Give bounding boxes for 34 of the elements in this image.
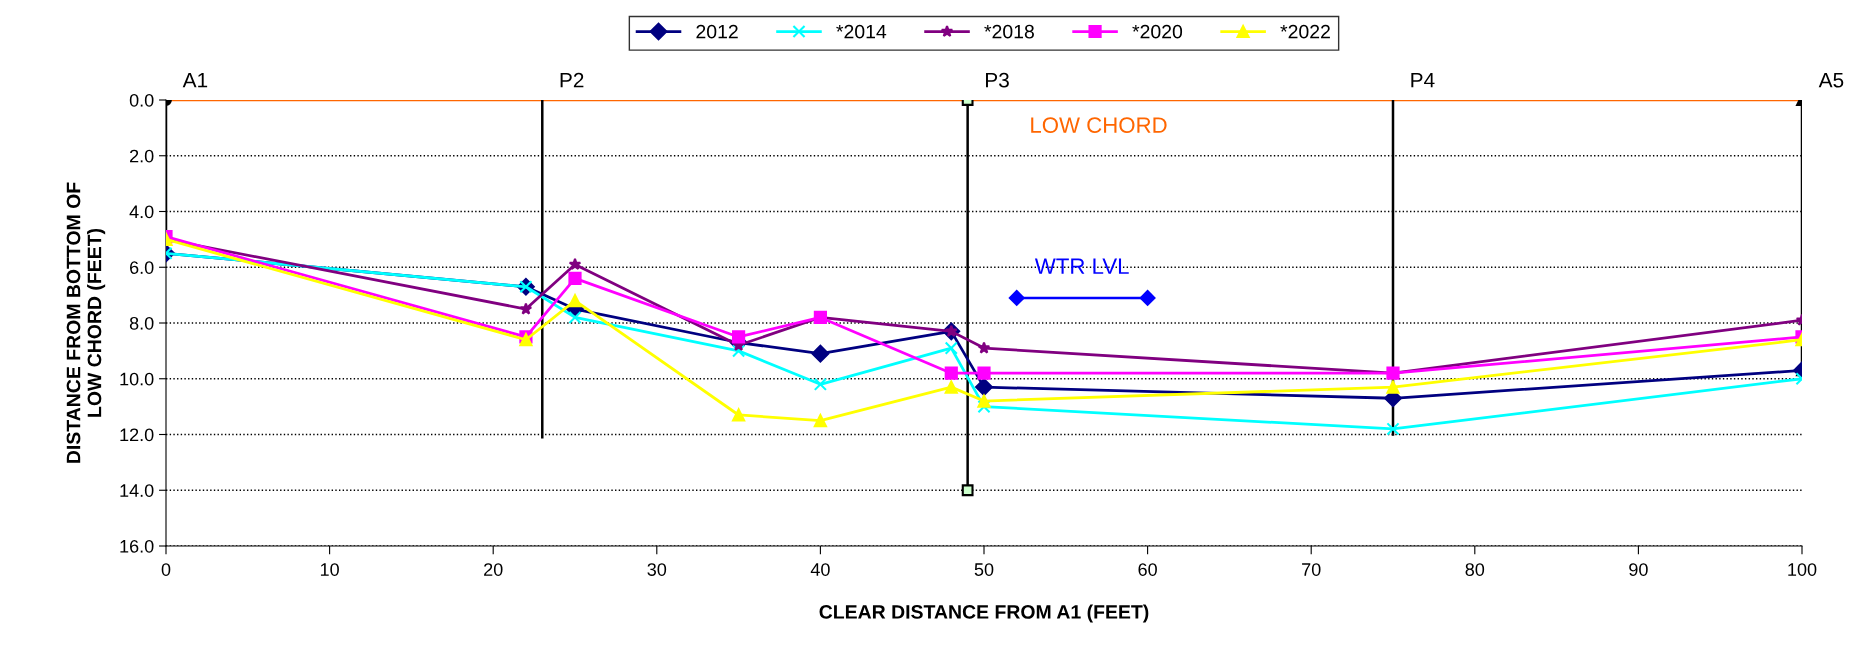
y-tick-label: 12.0 [120,428,154,442]
legend-label: *2022 [1280,24,1330,39]
y-tick-label: 2.0 [130,149,154,163]
x-tick-label: 80 [1465,563,1485,576]
x-tick-label: 50 [974,563,994,576]
legend-label: *2014 [836,24,887,39]
annotation: WTR LVL [1034,258,1129,274]
x-tick-label: 20 [484,563,503,576]
x-axis-title: CLEAR DISTANCE FROM A1 (FEET) [819,604,1149,623]
annotation: P3 [986,72,1009,88]
y-tick-label: 10.0 [120,372,154,386]
y-tick-label: 4.0 [129,205,154,219]
annotation: LOW CHORD [1031,117,1167,133]
annotation: P4 [1411,73,1435,88]
y-tick-label: 14.0 [120,484,154,497]
y-tick-label: 6.0 [130,261,154,274]
legend-label: 2012 [696,24,738,39]
annotation: P2 [560,72,584,88]
x-tick-label: 40 [810,563,830,576]
y-tick-label: 0.0 [129,93,154,107]
annotation: A5 [1818,73,1844,88]
x-tick-label: 100 [1788,563,1817,576]
x-tick-label: 90 [1629,563,1648,576]
x-tick-label: 30 [647,563,667,576]
y-tick-label: 8.0 [129,316,154,330]
legend-label: *2020 [1132,24,1183,39]
annotation: A1 [182,73,208,88]
legend-label: *2018 [984,24,1034,39]
y-axis-title: DISTANCE FROM BOTTOM OF LOW CHORD (FEET) [66,182,106,463]
x-tick-label: 60 [1138,563,1157,576]
x-tick-label: 10 [320,563,339,576]
x-tick-label: 70 [1302,563,1321,576]
y-tick-label: 16.0 [120,539,154,553]
x-tick-label: 0 [161,563,171,576]
